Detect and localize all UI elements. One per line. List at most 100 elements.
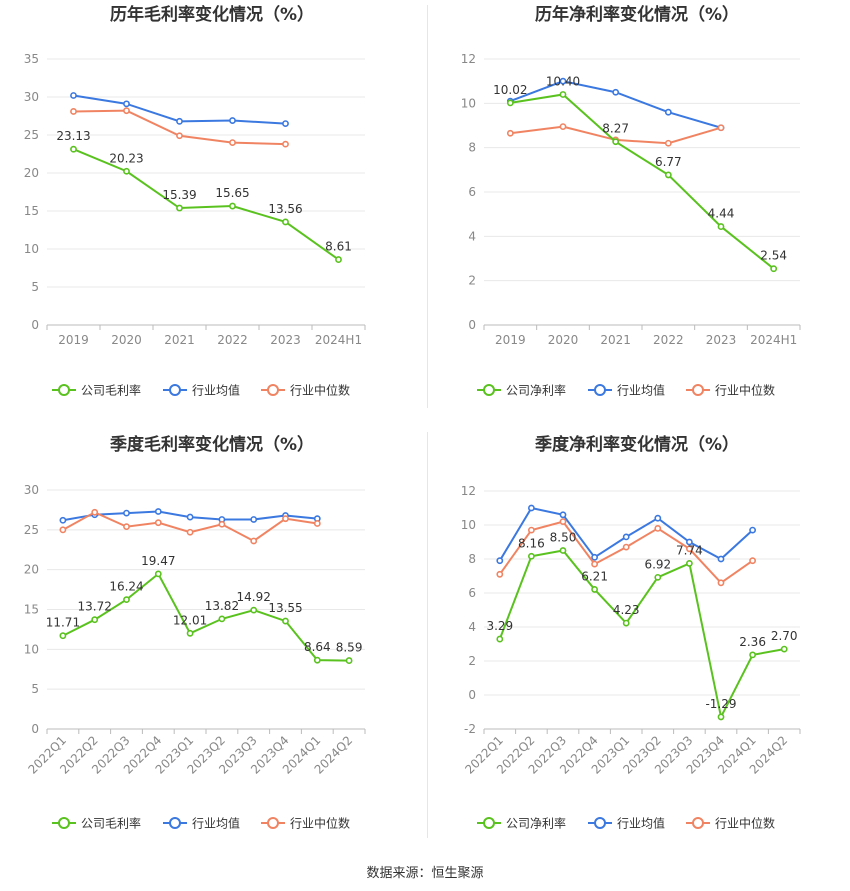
- data-point: [559, 91, 567, 98]
- x-tick-label: 2024H1: [750, 333, 797, 347]
- x-tick-label: 2024H1: [315, 333, 362, 347]
- legend-label: 公司毛利率: [81, 383, 141, 398]
- data-label: 13.82: [205, 599, 239, 613]
- data-source-note: 数据来源：恒生聚源: [366, 866, 484, 881]
- y-tick-label: 12: [461, 484, 476, 498]
- y-tick-label: 0: [31, 722, 39, 736]
- chart-svg: 季度毛利率变化情况（%）0510152025302022Q12022Q22022…: [24, 434, 366, 831]
- y-tick-label: 2: [468, 274, 476, 288]
- data-point: [685, 538, 693, 546]
- annual-net-margin-chart: 历年净利率变化情况（%） 0 2 4 6 8 10 12 2019 2020 2021 2022 202…: [425, 0, 850, 430]
- data-label: 13.55: [268, 601, 302, 615]
- data-point: [496, 570, 504, 578]
- chart-svg: 季度净利率变化情况（%）-20246810122022Q12022Q22022Q…: [461, 434, 801, 831]
- data-point: [218, 520, 226, 528]
- legend-label: 行业均值: [192, 383, 240, 398]
- vertical-divider: [427, 5, 428, 408]
- data-label: 4.44: [708, 207, 735, 221]
- x-tick-label: 2021: [164, 333, 195, 347]
- legend-marker: [483, 384, 495, 396]
- y-tick-label: 6: [468, 185, 476, 199]
- data-point: [154, 508, 162, 515]
- x-tick-label: 2019: [495, 333, 526, 347]
- data-point: [770, 265, 778, 273]
- data-point: [622, 619, 630, 627]
- chart-title: 历年净利率变化情况（%）: [535, 4, 739, 25]
- data-point: [123, 107, 130, 115]
- data-label: 8.16: [518, 536, 545, 550]
- y-tick-label: 10: [461, 96, 476, 110]
- data-label: -1.29: [705, 697, 736, 711]
- data-point: [186, 629, 194, 637]
- data-label: 14.92: [237, 590, 271, 604]
- y-tick-label: 20: [24, 563, 39, 577]
- data-label: 8.27: [602, 122, 629, 136]
- data-point: [622, 543, 630, 551]
- legend-marker: [58, 817, 70, 829]
- y-tick-label: 6: [468, 586, 476, 600]
- data-label: 6.92: [644, 557, 671, 571]
- data-point: [559, 77, 567, 85]
- x-tick-label: 2019: [58, 333, 89, 347]
- data-point: [70, 92, 77, 99]
- y-tick-label: 8: [468, 141, 476, 155]
- data-point: [229, 117, 236, 124]
- x-tick-label: 2022: [653, 333, 684, 347]
- data-point: [123, 523, 130, 531]
- legend-marker: [267, 817, 279, 829]
- data-label: 3.29: [486, 619, 513, 633]
- chart-title: 季度净利率变化情况（%）: [535, 434, 739, 455]
- series-line: [498, 520, 754, 585]
- x-tick-label: 2020: [111, 333, 142, 347]
- y-tick-label: 10: [24, 242, 39, 256]
- y-tick-label: 5: [31, 280, 39, 294]
- legend-marker: [594, 384, 606, 396]
- data-point: [749, 526, 756, 534]
- data-label: 8.61: [325, 240, 352, 254]
- data-point: [282, 140, 289, 148]
- data-point: [154, 519, 162, 527]
- data-point: [685, 545, 693, 553]
- y-tick-label: 30: [24, 483, 39, 497]
- data-label: 6.77: [655, 155, 682, 169]
- data-point: [506, 99, 514, 107]
- data-point: [717, 713, 725, 721]
- data-label: 13.56: [268, 202, 302, 216]
- data-point: [496, 635, 504, 643]
- data-point: [591, 553, 598, 561]
- data-point: [59, 526, 67, 534]
- data-label: 2.70: [771, 629, 798, 643]
- data-point: [654, 525, 662, 532]
- data-point: [282, 515, 289, 523]
- y-tick-label: 10: [461, 518, 476, 532]
- data-point: [685, 560, 693, 567]
- data-point: [717, 579, 725, 587]
- legend-marker: [483, 817, 495, 829]
- legend-label: 行业中位数: [715, 816, 775, 831]
- data-label: 15.39: [162, 188, 196, 202]
- series-line: [62, 572, 350, 662]
- data-point: [123, 596, 130, 604]
- y-tick-label: 0: [468, 688, 476, 702]
- data-label: 6.21: [581, 569, 608, 583]
- x-tick-label: 2020: [548, 333, 579, 347]
- data-label: 7.74: [676, 543, 703, 557]
- legend-label: 行业均值: [617, 383, 665, 398]
- data-point: [612, 138, 620, 146]
- y-tick-label: 15: [24, 603, 39, 617]
- legend-label: 行业均值: [192, 816, 240, 831]
- data-point: [282, 218, 289, 226]
- data-label: 12.01: [173, 613, 207, 627]
- data-point: [229, 139, 236, 146]
- data-point: [154, 570, 162, 578]
- series-line: [73, 148, 340, 261]
- y-tick-label: 8: [468, 552, 476, 566]
- legend-label: 行业中位数: [290, 383, 350, 398]
- y-tick-label: 0: [468, 318, 476, 332]
- data-point: [559, 123, 567, 131]
- y-tick-label: 15: [24, 204, 39, 218]
- vertical-divider: [427, 432, 428, 838]
- data-point: [654, 573, 662, 581]
- data-label: 16.24: [109, 580, 143, 594]
- data-point: [176, 204, 183, 212]
